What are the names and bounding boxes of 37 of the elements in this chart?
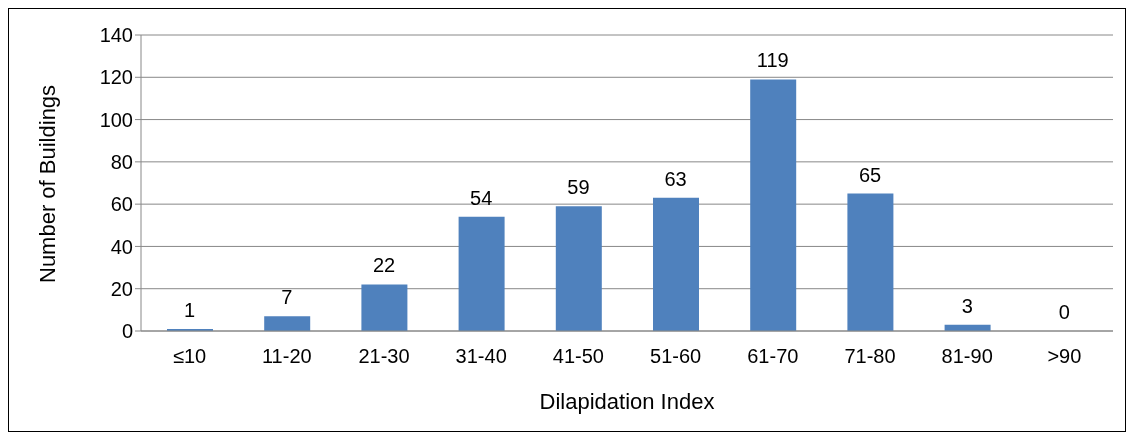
y-tick-label: 40 (110, 235, 133, 258)
x-tick-label: 81-90 (941, 345, 993, 368)
y-tick-label: 20 (110, 277, 133, 300)
data-label: 63 (664, 167, 687, 190)
bar (653, 197, 699, 331)
data-label: 22 (372, 254, 396, 277)
y-tick-label: 60 (110, 193, 133, 216)
bar (458, 216, 505, 331)
data-label: 1 (184, 298, 196, 321)
y-tick-label: 80 (110, 150, 133, 173)
x-tick-label: 41-50 (552, 345, 604, 368)
x-tick-label: 71-80 (844, 345, 896, 368)
bar (361, 284, 408, 331)
x-tick-label: ≤10 (172, 345, 207, 368)
x-axis-title: Dilapidation Index (539, 389, 715, 414)
data-label: 7 (281, 286, 293, 309)
bar (750, 79, 797, 331)
y-tick-label: 100 (99, 108, 133, 131)
x-tick-label: 31-40 (455, 345, 507, 368)
y-axis-title: Number of Buildings (34, 84, 60, 283)
x-tick-label: 11-20 (261, 345, 312, 368)
bar (555, 206, 602, 331)
y-tick-label: 120 (99, 66, 133, 89)
data-label: 54 (470, 186, 493, 209)
bar (847, 193, 894, 331)
data-label: 0 (1058, 301, 1070, 323)
y-tick-label: 140 (99, 24, 133, 47)
x-tick-label: 51-60 (650, 345, 702, 368)
x-tick-label: 21-30 (358, 345, 410, 368)
data-label: 119 (756, 49, 789, 72)
y-tick-label: 0 (121, 320, 133, 343)
x-tick-label: 61-70 (747, 345, 799, 368)
bar (264, 316, 311, 331)
x-tick-label: >90 (1047, 345, 1082, 368)
data-label: 59 (567, 176, 590, 199)
data-label: 65 (858, 163, 882, 186)
data-label: 3 (961, 294, 973, 317)
